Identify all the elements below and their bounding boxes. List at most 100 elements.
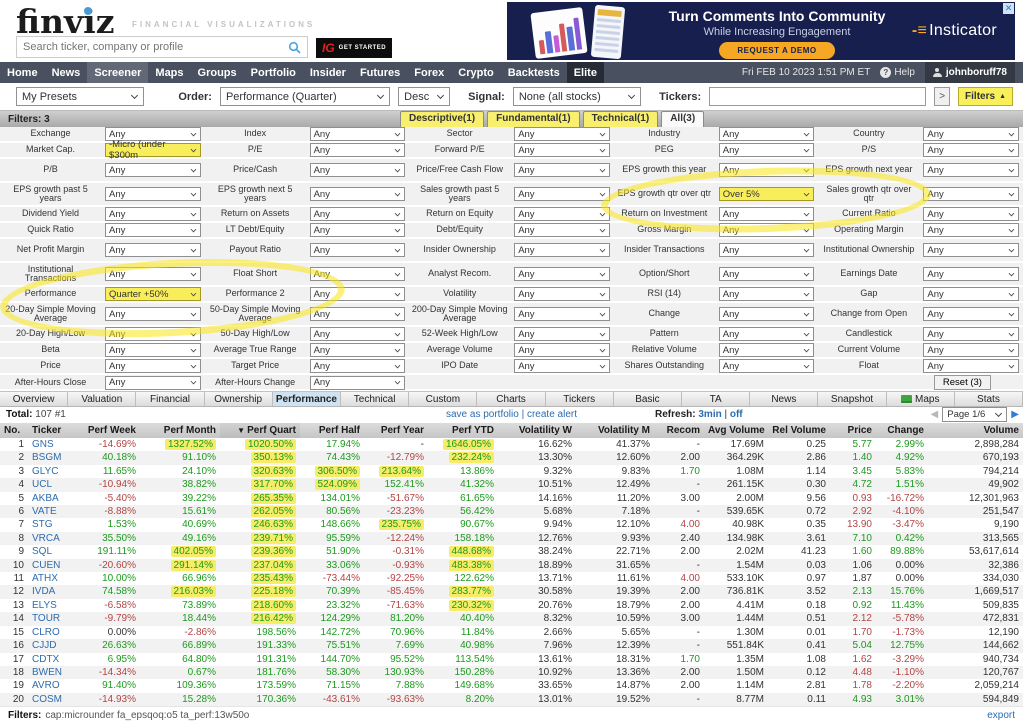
filter-select-net-profit-margin[interactable]: Any [105,243,201,257]
filter-select-pattern[interactable]: Any [718,327,815,341]
ticker-athx[interactable]: ATHX [32,573,58,585]
filter-select-shares-outstanding[interactable]: Any [718,359,815,373]
column-header-perf-half[interactable]: Perf Half [300,423,364,438]
nav-item-portfolio[interactable]: Portfolio [250,66,296,79]
reset-button[interactable]: Reset (3) [933,375,991,390]
filter-select-rsi-14[interactable]: Any [718,287,815,301]
nav-item-insider[interactable]: Insider [309,66,346,79]
nav-item-backtests[interactable]: Backtests [507,66,560,79]
filter-select-target-price[interactable]: Any [309,359,406,373]
filter-select-payout-ratio[interactable]: Any [309,243,406,257]
finviz-logo[interactable]: finviz [16,2,115,41]
filter-select-price-free-cash-flow[interactable]: Any [514,163,610,177]
filter-select-performance[interactable]: Quarter +50% [105,287,201,301]
nav-item-maps[interactable]: Maps [155,66,184,79]
column-header-no[interactable]: No. [0,423,28,438]
view-tab-valuation[interactable]: Valuation [68,392,137,406]
ticker-link[interactable]: IVDA [28,585,74,598]
filter-select-200-day-simple-moving-average[interactable]: Any [514,307,610,321]
prev-page-icon[interactable]: ◀ [930,409,939,420]
ticker-link[interactable]: COSM [28,693,74,706]
filter-select-float[interactable]: Any [923,359,1019,373]
filter-select-eps-growth-qtr-over-qtr[interactable]: Over 5% [718,187,815,201]
ticker-link[interactable]: AKBA [28,492,74,505]
filter-select-industry[interactable]: Any [718,127,815,141]
column-header-perf-month[interactable]: Perf Month [140,423,220,438]
ticker-link[interactable]: CLRO [28,626,74,639]
filter-select-average-true-range[interactable]: Any [309,343,406,357]
column-header-volatility-w[interactable]: Volatility W [498,423,576,438]
filter-select-lt-debt-equity[interactable]: Any [309,223,406,237]
filter-select-performance-2[interactable]: Any [309,287,406,301]
ticker-glyc[interactable]: GLYC [32,465,59,477]
filter-select-sales-growth-qtr-over-qtr[interactable]: Any [923,187,1019,201]
column-header-avg-volume[interactable]: Avg Volume [704,423,768,438]
filter-select-eps-growth-next-year[interactable]: Any [923,163,1019,177]
signal-select[interactable]: None (all stocks) [512,87,642,106]
ticker-link[interactable]: CDTX [28,653,74,666]
column-header-recom[interactable]: Recom [654,423,704,438]
column-header-perf-ytd[interactable]: Perf YTD [428,423,498,438]
filter-tab-technical-1[interactable]: Technical(1) [582,111,659,127]
filter-select-dividend-yield[interactable]: Any [105,207,201,221]
view-tab-overview[interactable]: Overview [0,392,69,406]
filter-select-quick-ratio[interactable]: Any [105,223,201,237]
ticker-gns[interactable]: GNS [32,439,54,450]
ticker-link[interactable]: CUEN [28,559,74,572]
order-direction-select[interactable]: Desc [398,87,451,106]
filter-select-average-volume[interactable]: Any [514,343,610,357]
filter-select-50-day-high-low[interactable]: Any [309,327,406,341]
filter-select-price-cash[interactable]: Any [309,163,406,177]
refresh-off-link[interactable]: off [729,409,743,420]
filter-select-change-from-open[interactable]: Any [923,307,1019,321]
ticker-ivda[interactable]: IVDA [32,586,56,598]
filter-select-market-cap[interactable]: -Micro (under $300m [105,139,201,161]
filter-select-beta[interactable]: Any [105,343,201,357]
filter-select-institutional-transactions[interactable]: Any [105,267,201,281]
user-menu[interactable]: johnboruff78 [924,62,1015,83]
filter-select-sector[interactable]: Any [514,127,610,141]
filter-select-relative-volume[interactable]: Any [718,343,815,357]
filter-select-float-short[interactable]: Any [309,267,406,281]
presets-select[interactable]: My Presets [16,87,145,106]
filter-tab-all-3[interactable]: All(3) [661,111,705,127]
search-bar[interactable] [16,36,308,58]
refresh-interval-link[interactable]: 3min [698,409,722,420]
filters-toggle-button[interactable]: Filters ▲ [958,87,1013,106]
ticker-link[interactable]: CJJD [28,639,74,652]
export-link[interactable]: export [987,709,1015,721]
filter-select-candlestick[interactable]: Any [923,327,1019,341]
ticker-vate[interactable]: VATE [32,506,57,518]
nav-item-groups[interactable]: Groups [197,66,237,79]
view-tab-stats[interactable]: Stats [955,392,1023,406]
filter-select-country[interactable]: Any [923,127,1019,141]
filter-select-eps-growth-this-year[interactable]: Any [718,163,815,177]
ticker-link[interactable]: UCL [28,478,74,491]
save-as-portfolio-link[interactable]: save as portfolio [445,409,519,420]
ticker-clro[interactable]: CLRO [32,626,60,638]
ticker-tour[interactable]: TOUR [32,613,61,625]
ticker-link[interactable]: TOUR [28,612,74,625]
ticker-avro[interactable]: AVRO [32,680,60,692]
ticker-cosm[interactable]: COSM [32,693,62,705]
view-tab-maps[interactable]: Maps [887,392,955,406]
filter-select-change[interactable]: Any [718,307,815,321]
create-alert-link[interactable]: create alert [526,409,578,420]
ticker-stg[interactable]: STG [32,519,53,531]
view-tab-tickers[interactable]: Tickers [546,392,614,406]
filter-select-analyst-recom[interactable]: Any [514,267,610,281]
filter-select-eps-growth-past-5-years[interactable]: Any [105,187,201,201]
ticker-link[interactable]: BWEN [28,666,74,679]
filter-select-forward-p-e[interactable]: Any [514,143,610,157]
ad-close-icon[interactable]: ✕ [1003,3,1014,14]
view-tab-custom[interactable]: Custom [409,392,478,406]
filter-select-20-day-high-low[interactable]: Any [105,327,201,341]
filter-tab-fundamental-1[interactable]: Fundamental(1) [487,111,580,127]
search-input[interactable] [17,41,288,53]
ticker-bsgm[interactable]: BSGM [32,452,62,464]
ticker-cdtx[interactable]: CDTX [32,653,60,665]
nav-item-home[interactable]: Home [7,66,38,79]
column-header-volume[interactable]: Volume [928,423,1023,438]
filter-select-gap[interactable]: Any [923,287,1019,301]
filter-select-operating-margin[interactable]: Any [923,223,1019,237]
